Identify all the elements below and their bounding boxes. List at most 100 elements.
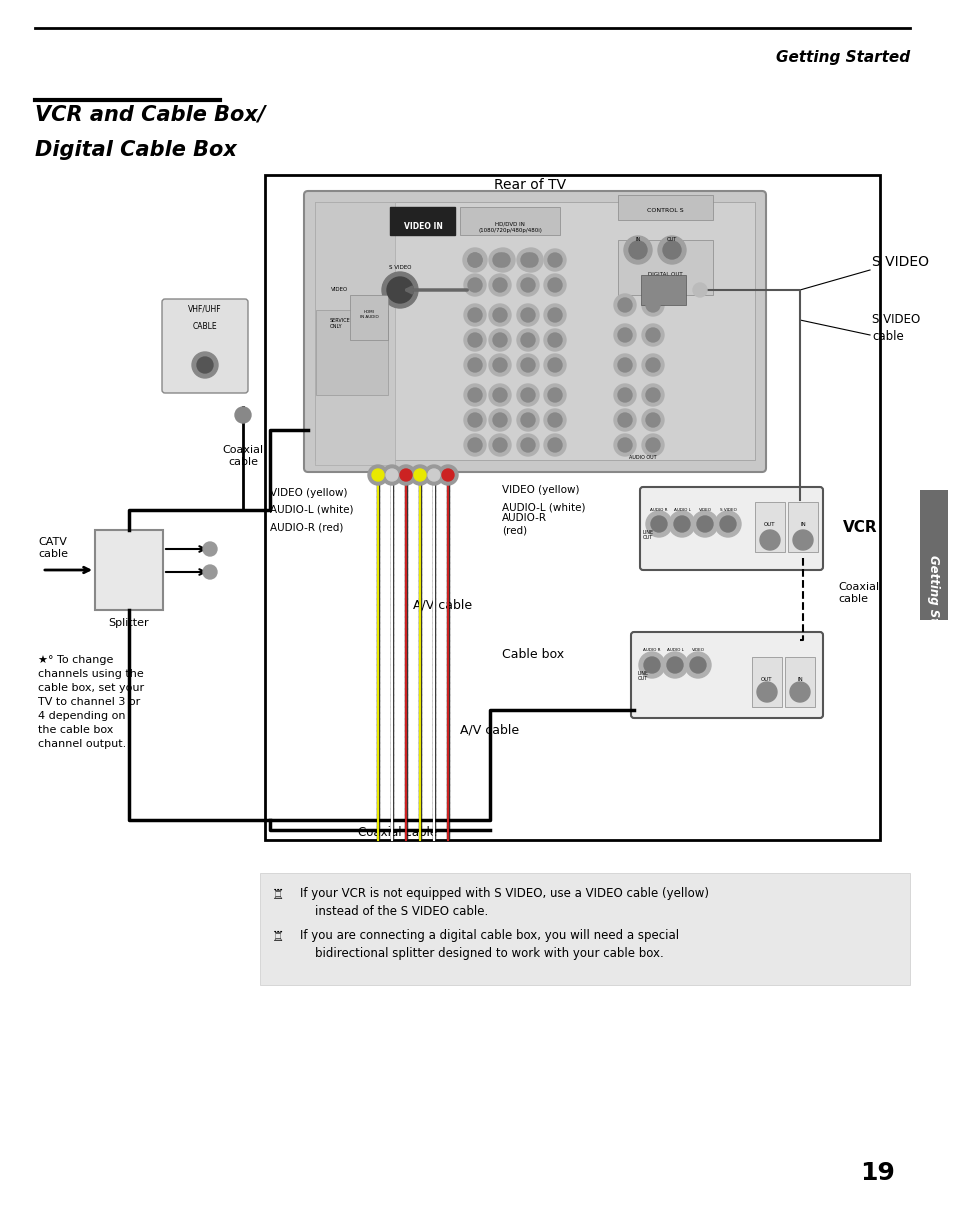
Circle shape — [547, 253, 561, 267]
Circle shape — [543, 328, 565, 350]
Circle shape — [381, 465, 401, 485]
Text: A/V cable: A/V cable — [413, 598, 472, 612]
Circle shape — [517, 433, 538, 455]
Circle shape — [641, 354, 663, 376]
Text: S VIDEO
cable: S VIDEO cable — [871, 313, 920, 343]
Circle shape — [614, 354, 636, 376]
Text: CONTROL S: CONTROL S — [646, 208, 682, 212]
Bar — [95, 530, 163, 610]
Circle shape — [395, 465, 416, 485]
Text: Coaxial
cable: Coaxial cable — [837, 582, 879, 604]
Circle shape — [547, 438, 561, 452]
Circle shape — [517, 328, 538, 350]
Circle shape — [618, 298, 631, 313]
Text: Digital Cable Box: Digital Cable Box — [35, 140, 236, 160]
Text: OUT: OUT — [763, 523, 775, 527]
Circle shape — [234, 407, 251, 422]
Text: ★° To change
channels using the
cable box, set your
TV to channel 3 or
4 dependi: ★° To change channels using the cable bo… — [38, 654, 144, 748]
Text: Getting Started: Getting Started — [926, 556, 940, 658]
Bar — [787, 502, 817, 552]
Circle shape — [468, 253, 481, 267]
Circle shape — [489, 249, 511, 271]
Circle shape — [489, 328, 511, 350]
Text: 19: 19 — [860, 1161, 894, 1186]
Circle shape — [618, 413, 631, 427]
Text: LINE
OUT: LINE OUT — [641, 530, 653, 541]
Circle shape — [618, 328, 631, 342]
Circle shape — [517, 274, 538, 295]
Circle shape — [372, 469, 384, 481]
Circle shape — [543, 354, 565, 376]
Bar — [390, 208, 455, 234]
Circle shape — [547, 278, 561, 292]
Circle shape — [468, 413, 481, 427]
Text: Coaxial
cable: Coaxial cable — [222, 444, 263, 466]
Circle shape — [493, 358, 506, 372]
Text: VIDEO: VIDEO — [698, 508, 711, 512]
Circle shape — [645, 512, 671, 537]
Circle shape — [618, 388, 631, 402]
Circle shape — [493, 388, 506, 402]
Text: VHF/UHF: VHF/UHF — [188, 305, 222, 314]
Circle shape — [645, 438, 659, 452]
Circle shape — [645, 298, 659, 313]
Bar — [751, 657, 781, 707]
Bar — [459, 208, 559, 234]
Circle shape — [468, 358, 481, 372]
FancyBboxPatch shape — [162, 299, 248, 393]
Circle shape — [463, 383, 485, 407]
Circle shape — [645, 413, 659, 427]
Circle shape — [463, 274, 485, 295]
Circle shape — [428, 469, 439, 481]
Circle shape — [463, 249, 485, 271]
Circle shape — [493, 278, 506, 292]
Circle shape — [661, 652, 687, 678]
Circle shape — [792, 530, 812, 549]
Circle shape — [493, 438, 506, 452]
Circle shape — [543, 383, 565, 407]
Circle shape — [639, 652, 664, 678]
Circle shape — [520, 438, 535, 452]
Text: LINE
OUT: LINE OUT — [637, 670, 648, 681]
Circle shape — [489, 354, 511, 376]
Circle shape — [410, 465, 430, 485]
Circle shape — [614, 409, 636, 431]
Circle shape — [517, 354, 538, 376]
Text: HD/DVD IN
(1080/720p/480p/480i): HD/DVD IN (1080/720p/480p/480i) — [477, 222, 541, 233]
Text: VCR and Cable Box/: VCR and Cable Box/ — [35, 105, 265, 125]
Circle shape — [628, 241, 646, 259]
Circle shape — [381, 272, 417, 308]
Circle shape — [493, 413, 506, 427]
Text: VIDEO: VIDEO — [691, 648, 703, 652]
Text: AUDIO OUT: AUDIO OUT — [629, 455, 656, 460]
Text: VIDEO (yellow): VIDEO (yellow) — [270, 488, 347, 498]
Circle shape — [641, 383, 663, 407]
Circle shape — [489, 433, 511, 455]
Text: AUDIO-L (white): AUDIO-L (white) — [501, 502, 585, 512]
Circle shape — [547, 333, 561, 347]
Circle shape — [547, 308, 561, 322]
Circle shape — [387, 277, 413, 303]
Circle shape — [641, 324, 663, 346]
Circle shape — [517, 383, 538, 407]
Circle shape — [666, 657, 682, 673]
Circle shape — [623, 236, 651, 264]
Circle shape — [468, 253, 481, 267]
Circle shape — [543, 433, 565, 455]
Text: AUDIO L: AUDIO L — [666, 648, 682, 652]
Circle shape — [641, 294, 663, 316]
Text: VCR: VCR — [842, 519, 877, 535]
Text: AUDIO-R
(red): AUDIO-R (red) — [501, 513, 546, 535]
Circle shape — [618, 438, 631, 452]
Circle shape — [468, 388, 481, 402]
Circle shape — [520, 253, 535, 267]
Circle shape — [547, 388, 561, 402]
Circle shape — [491, 248, 515, 272]
Circle shape — [192, 352, 218, 379]
Circle shape — [203, 565, 216, 579]
Text: Coaxial cable: Coaxial cable — [357, 827, 436, 840]
Text: IN: IN — [635, 237, 640, 242]
Text: S VIDEO: S VIDEO — [388, 265, 411, 270]
Circle shape — [645, 328, 659, 342]
Text: VIDEO (yellow): VIDEO (yellow) — [501, 485, 578, 495]
